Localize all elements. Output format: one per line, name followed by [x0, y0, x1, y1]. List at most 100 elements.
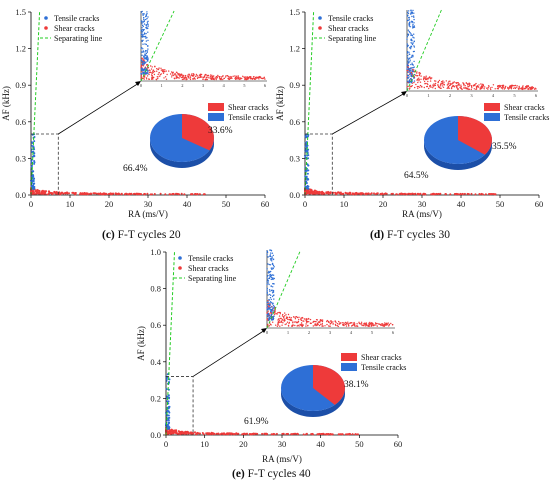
- inset-tensile-point: [142, 35, 144, 37]
- tensile-point: [33, 161, 36, 164]
- shear-point: [302, 433, 305, 436]
- inset-tensile-point: [142, 30, 144, 32]
- inset-shear-point: [434, 84, 436, 86]
- pie-legend-label: Shear cracks: [228, 103, 269, 112]
- inset-shear-point: [258, 78, 260, 80]
- inset-tensile-point: [145, 18, 147, 21]
- inset-shear-point: [305, 323, 307, 325]
- inset-shear-point: [487, 88, 489, 90]
- inset-shear-point: [300, 324, 302, 327]
- shear-point: [139, 193, 142, 195]
- inset-shear-point: [296, 325, 298, 327]
- inset-tensile-point: [143, 13, 145, 15]
- inset-shear-point: [291, 325, 294, 327]
- inset-shear-point: [424, 83, 426, 85]
- inset-tensile-point: [410, 48, 412, 50]
- inset-shear-point: [364, 325, 367, 327]
- inset-tensile-point: [266, 254, 268, 256]
- zoom-arrow-head: [135, 81, 141, 86]
- inset-shear-point: [502, 86, 504, 88]
- scatter-chart-3: 0 10 20 30 40 50 600.00.20.40.60.81.0RA (ms/V)…: [136, 247, 406, 480]
- inset-shear-point: [423, 86, 425, 89]
- inset-shear-point: [425, 75, 427, 77]
- inset-tensile-point: [408, 25, 410, 27]
- shear-point: [270, 433, 273, 436]
- inset-shear-point: [272, 321, 274, 323]
- inset-x-tick-label: 2: [449, 93, 451, 98]
- inset-shear-point: [275, 312, 277, 315]
- inset-shear-point: [212, 75, 214, 78]
- inset-shear-point: [193, 77, 196, 79]
- inset-shear-point: [527, 88, 529, 91]
- inset-tensile-point: [412, 9, 414, 12]
- inset-shear-point: [484, 86, 486, 88]
- inset-tensile-point: [267, 301, 269, 303]
- inset-shear-point: [431, 77, 433, 79]
- inset-shear-point: [286, 321, 289, 323]
- inset-shear-point: [209, 74, 212, 76]
- inset-shear-point: [153, 70, 156, 73]
- inset-shear-point: [224, 76, 227, 78]
- y-axis-label: AF (kHz): [275, 86, 285, 121]
- inset-x-tick-label: 4: [223, 83, 226, 88]
- inset-x-tick-label: 5: [371, 330, 374, 335]
- inset-tensile-point: [141, 54, 143, 56]
- inset-shear-point: [267, 310, 269, 312]
- inset-tensile-point: [141, 27, 143, 29]
- inset-shear-point: [206, 78, 208, 81]
- inset-shear-point: [192, 78, 194, 80]
- shear-point: [293, 432, 296, 435]
- inset-shear-point: [326, 319, 328, 322]
- inset-shear-point: [409, 85, 411, 88]
- shear-point: [173, 431, 176, 434]
- inset-shear-point: [426, 77, 428, 80]
- shear-point: [275, 432, 278, 435]
- inset-shear-point: [230, 76, 233, 78]
- inset-shear-point: [266, 312, 268, 314]
- inset-shear-point: [494, 88, 496, 90]
- caption-letter: (e): [232, 468, 245, 480]
- shear-point: [194, 431, 196, 434]
- inset-tensile-point: [406, 67, 408, 69]
- inset-shear-point: [239, 78, 241, 81]
- inset-shear-point: [189, 77, 191, 79]
- inset-tensile-point: [267, 274, 269, 277]
- inset-shear-point: [470, 85, 473, 87]
- inset-tensile-point: [412, 64, 414, 66]
- shear-point: [38, 189, 41, 192]
- tensile-point: [307, 178, 310, 181]
- shear-point: [41, 191, 44, 194]
- inset-shear-point: [505, 85, 507, 88]
- shear-point: [194, 193, 197, 195]
- caption-letter: (d): [370, 229, 384, 241]
- inset-shear-point: [513, 85, 515, 87]
- inset-tensile-point: [407, 57, 409, 59]
- inset-tensile-point: [144, 54, 146, 57]
- inset-shear-point: [225, 75, 227, 77]
- inset-shear-point: [284, 312, 286, 314]
- chart-caption: (c) F-T cycles 20: [102, 229, 181, 241]
- shear-point: [53, 191, 56, 194]
- inset-shear-point: [296, 322, 298, 324]
- shear-point: [319, 191, 322, 194]
- shear-point: [454, 193, 457, 196]
- inset-shear-point: [140, 76, 143, 78]
- pie-chart: 38.1% 61.9%: [244, 365, 369, 427]
- shear-point: [169, 429, 172, 432]
- inset-shear-point: [390, 322, 392, 325]
- inset-tensile-point: [267, 313, 270, 315]
- tensile-point: [31, 184, 34, 187]
- shear-point: [252, 432, 255, 435]
- inset-shear-point: [146, 75, 149, 77]
- inset-tensile-point: [408, 51, 410, 53]
- inset-shear-point: [165, 70, 167, 72]
- shear-point: [430, 193, 433, 196]
- inset-shear-point: [418, 86, 421, 88]
- inset-shear-point: [151, 66, 153, 68]
- inset-shear-point: [278, 319, 281, 321]
- inset-tensile-point: [408, 76, 410, 78]
- inset-shear-point: [331, 321, 333, 323]
- inset-tensile-point: [145, 57, 147, 59]
- inset-shear-point: [156, 68, 158, 70]
